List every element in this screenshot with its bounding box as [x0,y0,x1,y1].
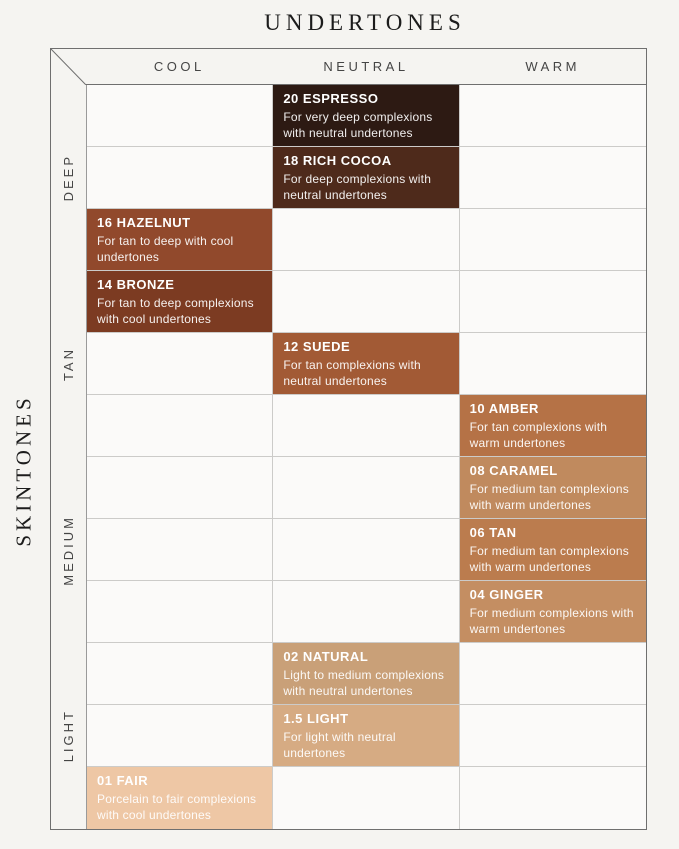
row-group-labels: DEEP TAN MEDIUM LIGHT [51,85,86,829]
empty-cell [459,643,646,705]
shade-description: For light with neutral undertones [283,730,396,760]
shade-name: 14 BRONZE [97,277,175,292]
shade-name: 16 HAZELNUT [97,215,191,230]
shade-name: 02 NATURAL [283,649,369,664]
shade-description: Light to medium complexions with neutral… [283,668,445,698]
empty-cell [273,767,460,829]
shade-description: For tan complexions with neutral underto… [283,358,421,388]
empty-cell [87,643,274,705]
empty-cell [273,519,460,581]
shade-cell-08-caramel: 08 CARAMEL For medium tan complexions wit… [459,457,646,519]
shade-cell-1-5-light: 1.5 LIGHT For light with neutral underton… [273,705,460,767]
column-header-neutral: NEUTRAL [323,59,409,74]
shade-name: 01 FAIR [97,773,149,788]
shade-description: Porcelain to fair complexions with cool … [97,792,257,822]
empty-cell [459,767,646,829]
shade-cell-18-rich-cocoa: 18 RICH COCOA For deep complexions with n… [273,147,460,209]
empty-cell [459,85,646,147]
shade-cell-14-bronze: 14 BRONZE For tan to deep complexions wit… [87,271,274,333]
row-group-label-deep: DEEP [51,85,86,271]
shade-cell-02-natural: 02 NATURAL Light to medium complexions wi… [273,643,460,705]
shade-description: For tan complexions with warm undertones [469,420,608,450]
shade-description: For deep complexions with neutral undert… [283,172,432,202]
shade-name: 06 TAN [469,525,517,540]
corner-cell [51,49,86,85]
column-headers: COOL NEUTRAL WARM [86,49,646,85]
shade-description: For tan to deep with cool undertones [97,234,234,264]
shade-cell-10-amber: 10 AMBER For tan complexions with warm un… [459,395,646,457]
shade-cell-20-espresso: 20 ESPRESSO For very deep complexions wit… [273,85,460,147]
row-group-label-medium: MEDIUM [51,457,86,643]
empty-cell [273,209,460,271]
empty-cell [87,147,274,209]
shade-name: 20 ESPRESSO [283,91,379,106]
column-header-row: COOL NEUTRAL WARM [51,49,646,85]
empty-cell [87,395,274,457]
row-group-label-text: TAN [61,346,76,382]
row-group-label-text: MEDIUM [61,514,76,586]
shade-name: 12 SUEDE [283,339,351,354]
shade-name: 1.5 LIGHT [283,711,349,726]
empty-cell [459,333,646,395]
skintones-axis-label: SKINTONES [11,394,36,547]
shade-name: 18 RICH COCOA [283,153,392,168]
chart-body: DEEP TAN MEDIUM LIGHT 20 ESPRESSO For very d… [51,85,646,829]
empty-cell [273,395,460,457]
row-group-label-text: LIGHT [61,709,76,763]
empty-cell [459,209,646,271]
shade-description: For very deep complexions with neutral u… [283,110,433,140]
shade-description: For tan to deep complexions with cool un… [97,296,254,326]
column-header-warm: WARM [525,59,580,74]
shade-name: 08 CARAMEL [469,463,558,478]
empty-cell [273,581,460,643]
row-group-label-light: LIGHT [51,643,86,829]
corner-diagonal-line [51,49,86,85]
empty-cell [273,271,460,333]
shade-cell-04-ginger: 04 GINGER For medium complexions with war… [459,581,646,643]
column-header-cool: COOL [153,59,205,74]
empty-cell [87,85,274,147]
shade-description: For medium tan complexions with warm und… [469,544,629,574]
row-group-label-text: DEEP [61,154,76,202]
empty-cell [87,519,274,581]
shade-description: For medium complexions with warm underto… [469,606,634,636]
shade-name: 10 AMBER [469,401,539,416]
empty-cell [87,457,274,519]
empty-cell [273,457,460,519]
empty-cell [87,581,274,643]
shade-cell-12-suede: 12 SUEDE For tan complexions with neutral… [273,333,460,395]
empty-cell [459,705,646,767]
row-group-label-tan: TAN [51,271,86,457]
shade-cell-16-hazelnut: 16 HAZELNUT For tan to deep with cool und… [87,209,274,271]
empty-cell [87,705,274,767]
shade-matrix-chart: COOL NEUTRAL WARM DEEP TAN MEDIUM LIGHT 20 ES… [50,48,647,830]
page-title: UNDERTONES [264,10,466,35]
shade-cell-06-tan: 06 TAN For medium tan complexions with wa… [459,519,646,581]
empty-cell [87,333,274,395]
shade-description: For medium tan complexions with warm und… [469,482,629,512]
empty-cell [459,147,646,209]
shade-name: 04 GINGER [469,587,544,602]
shade-grid: 20 ESPRESSO For very deep complexions wit… [86,85,646,829]
shade-cell-01-fair: 01 FAIR Porcelain to fair complexions wit… [87,767,274,829]
empty-cell [459,271,646,333]
